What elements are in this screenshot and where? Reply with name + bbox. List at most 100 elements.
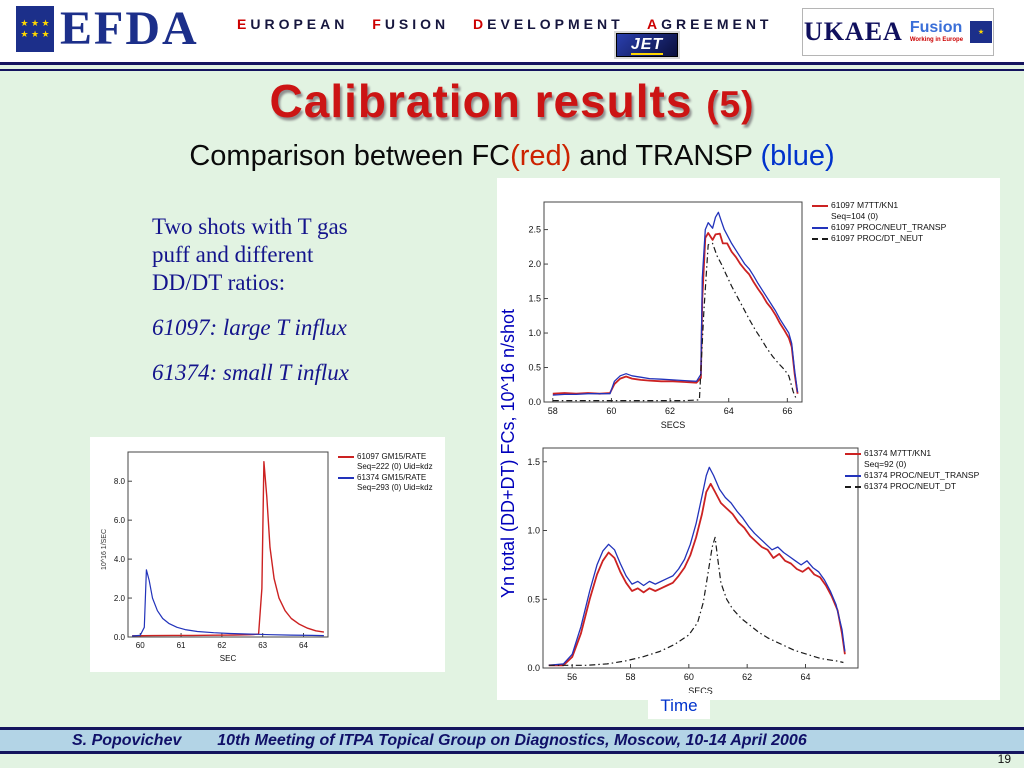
svg-text:60: 60	[606, 406, 616, 416]
svg-text:64: 64	[724, 406, 734, 416]
svg-text:62: 62	[742, 672, 752, 682]
chart-gas-rate: 60 61 62 63 64 0.0 2.0 4.0 6.0 8.0 SEC	[114, 451, 329, 663]
legend-entry: 61374 PROC/NEUT_TRANSP	[845, 470, 979, 481]
svg-text:1.5: 1.5	[528, 294, 541, 304]
legend-label: Seq=92 (0)	[864, 459, 907, 470]
legend-entry: Seq=222 (0) Uid=kdz	[338, 462, 433, 472]
footer-bar: S. Popovichev 10th Meeting of ITPA Topic…	[0, 727, 1024, 754]
ukaea-logo: UKAEA Fusion Working in Europe ★	[802, 8, 994, 56]
legend-label: 61374 M7TT/KN1	[864, 448, 932, 458]
subtitle-middle: and TRANSP	[571, 140, 761, 172]
legend-entry: 61374 M7TT/KN1	[845, 448, 979, 459]
jet-logo: JET	[616, 33, 678, 57]
subtitle-blue: (blue)	[760, 140, 835, 172]
svg-text:0.5: 0.5	[527, 594, 540, 604]
svg-text:58: 58	[548, 406, 558, 416]
svg-text:62: 62	[665, 406, 675, 416]
agreement-word: EUROPEAN	[237, 16, 348, 32]
header-divider	[0, 62, 1024, 71]
notes-shot-61374: 61374: small T influx	[152, 360, 350, 386]
svg-text:8.0: 8.0	[114, 477, 126, 486]
svg-text:61: 61	[177, 641, 186, 650]
legend-entry: Seq=92 (0)	[845, 459, 979, 470]
svg-text:SECS: SECS	[688, 686, 713, 696]
legend-label: Seq=293 (0) Uid=kdz	[357, 483, 433, 493]
legend-line-sample	[845, 474, 861, 477]
legend-entry: 61097 M7TT/KN1	[812, 200, 946, 211]
eu-flag-icon: ★ ★ ★ ★ ★ ★	[16, 6, 54, 52]
agreement-initial: A	[647, 16, 662, 32]
svg-text:1.0: 1.0	[527, 526, 540, 536]
svg-text:1.0: 1.0	[528, 328, 541, 338]
eu-stars-icon: ★	[970, 21, 993, 43]
svg-text:SECS: SECS	[661, 420, 686, 430]
agreement-banner: EUROPEAN FUSION DEVELOPMENT AGREEMENT	[237, 16, 788, 32]
agreement-initial: D	[473, 16, 488, 32]
svg-text:0.0: 0.0	[114, 633, 126, 642]
slide-title-number: (5)	[706, 84, 755, 125]
fusion-logo-text: Fusion	[909, 19, 963, 36]
agreement-word: FUSION	[372, 16, 449, 32]
legend-label: 61097 PROC/DT_NEUT	[831, 233, 924, 244]
svg-text:SEC: SEC	[220, 654, 237, 663]
agreement-rest: EVELOPMENT	[487, 16, 624, 32]
svg-text:63: 63	[258, 641, 267, 650]
chart-61374-legend: 61374 M7TT/KN1 Seq=92 (0) 61374 PROC/NEUT_…	[845, 448, 979, 492]
subtitle-red: (red)	[510, 140, 572, 172]
legend-line-sample	[812, 226, 828, 229]
agreement-rest: UROPEAN	[250, 16, 349, 32]
svg-text:56: 56	[567, 672, 577, 682]
legend-entry: 61097 GM15/RATE	[338, 452, 433, 462]
svg-text:4.0: 4.0	[114, 555, 126, 564]
svg-text:64: 64	[800, 672, 810, 682]
agreement-word: AGREEMENT	[647, 16, 772, 32]
legend-entry: 61097 PROC/NEUT_TRANSP	[812, 222, 946, 233]
legend-line-sample	[845, 485, 861, 488]
agreement-initial: E	[237, 16, 251, 32]
footer-author: S. Popovichev	[72, 732, 182, 749]
ukaea-logo-text: UKAEA	[803, 17, 903, 46]
svg-text:60: 60	[136, 641, 145, 650]
legend-line-sample	[338, 456, 354, 459]
svg-text:0.0: 0.0	[527, 663, 540, 673]
slide-title: Calibration results (5)	[0, 74, 1024, 128]
legend-entry: 61374 GM15/RATE	[338, 473, 433, 483]
legend-label: 61374 PROC/NEUT_DT	[864, 481, 957, 492]
fusion-tagline: Working in Europe	[909, 37, 964, 43]
svg-text:2.0: 2.0	[528, 259, 541, 269]
svg-text:1.5: 1.5	[527, 457, 540, 467]
chart-61097: 58 60 62 64 66 0.0 0.5 1.0 1.5 2.0 2.5 SECS	[528, 201, 803, 430]
subtitle: Comparison between FC(red) and TRANSP (b…	[0, 140, 1024, 173]
legend-label: Seq=104 (0)	[831, 211, 879, 222]
legend-entry: Seq=104 (0)	[812, 211, 946, 222]
legend-label: 61374 PROC/NEUT_TRANSP	[864, 470, 980, 481]
svg-text:2.5: 2.5	[528, 225, 541, 235]
chart-61374: 56 58 60 62 64 0.0 0.5 1.0 1.5 SECS	[527, 447, 859, 696]
legend-label: Seq=222 (0) Uid=kdz	[357, 462, 433, 472]
efda-logo-text: EFDA	[60, 2, 199, 55]
notes-block: Two shots with T gas puff and different …	[152, 213, 432, 404]
chart-61097-legend: 61097 M7TT/KN1 Seq=104 (0) 61097 PROC/NEUT…	[812, 200, 946, 244]
svg-text:66: 66	[782, 406, 792, 416]
header: ★ ★ ★ ★ ★ ★ EFDA EUROPEAN FUSION DEVELOP…	[0, 0, 1024, 62]
jet-logo-text: JET	[630, 35, 664, 55]
page-number: 19	[997, 752, 1011, 766]
notes-line: Two shots with T gas	[152, 214, 348, 239]
legend-entry: 61374 PROC/NEUT_DT	[845, 481, 979, 492]
footer-meeting: 10th Meeting of ITPA Topical Group on Di…	[217, 732, 807, 749]
efda-logo: ★ ★ ★ ★ ★ ★ EFDA	[16, 2, 199, 55]
fusion-logo: Fusion Working in Europe	[910, 20, 963, 44]
svg-text:0.0: 0.0	[528, 397, 541, 407]
slide-title-text: Calibration results	[269, 75, 693, 127]
agreement-rest: USION	[384, 16, 450, 32]
subtitle-prefix: Comparison between FC	[189, 140, 511, 172]
svg-text:6.0: 6.0	[114, 516, 126, 525]
svg-text:2.0: 2.0	[114, 594, 126, 603]
notes-paragraph: Two shots with T gas puff and different …	[152, 213, 432, 297]
legend-line-sample	[812, 237, 828, 240]
notes-line: puff and different	[152, 242, 314, 268]
svg-text:60: 60	[684, 672, 694, 682]
y-axis-label: Yn total (DD+DT) FCs, 10^16 n/shot	[498, 308, 518, 598]
agreement-rest: GREEMENT	[661, 16, 773, 32]
